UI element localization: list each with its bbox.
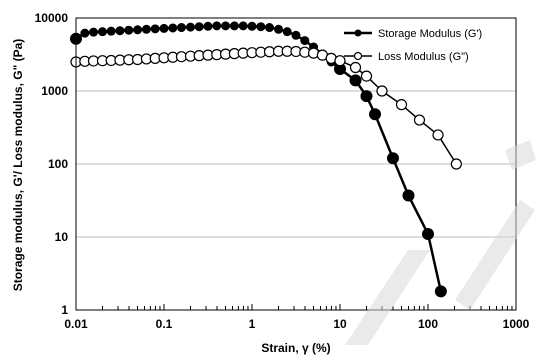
loss-modulus-point (450, 158, 462, 170)
storage-modulus-point (133, 25, 143, 35)
storage-modulus-point (88, 27, 98, 37)
storage-modulus-point (273, 24, 283, 34)
y-tick-label: 1000 (41, 84, 68, 98)
legend-label-loss: Loss Modulus (G") (378, 51, 469, 63)
x-tick-label: 0.01 (64, 317, 88, 331)
storage-modulus-point (176, 23, 186, 33)
watermark-stroke-2 (455, 200, 535, 310)
grid (76, 90, 516, 238)
loss-modulus-point (334, 55, 346, 67)
series-storage-modulus (70, 21, 447, 298)
storage-modulus-point (422, 227, 434, 240)
x-minor-ticks (75, 304, 513, 310)
storage-modulus-point (238, 21, 248, 31)
storage-modulus-point (360, 90, 373, 103)
storage-modulus-point (203, 21, 213, 31)
storage-modulus-point (386, 152, 399, 165)
x-tick-labels: 0.01 0.1 1 10 100 1000 (64, 317, 529, 331)
legend-marker-loss (353, 51, 363, 61)
loss-modulus-point (413, 114, 426, 126)
legend-marker-storage (354, 29, 362, 37)
storage-modulus-point (194, 22, 204, 32)
storage-modulus-point (124, 25, 134, 35)
storage-modulus-point (115, 26, 125, 36)
storage-modulus-point (349, 74, 362, 87)
storage-modulus-point (291, 30, 301, 40)
storage-modulus-point (402, 189, 415, 202)
storage-modulus-point (369, 108, 382, 121)
watermark-stroke-3 (505, 140, 536, 170)
storage-modulus-point (80, 28, 90, 38)
loss-modulus-point (349, 61, 362, 74)
x-tick-label: 1000 (503, 317, 530, 331)
series-loss-modulus (70, 45, 462, 170)
storage-modulus-point (300, 36, 310, 46)
watermark (345, 140, 536, 345)
loss-modulus-point (376, 85, 388, 97)
storage-modulus-point (141, 24, 151, 34)
storage-modulus-point (229, 21, 239, 31)
legend: Storage Modulus (G') Loss Modulus (G") (344, 28, 482, 63)
storage-modulus-point (434, 285, 447, 298)
x-axis-title: Strain, γ (%) (261, 341, 330, 355)
storage-modulus-point (97, 27, 107, 37)
x-tick-label: 0.1 (156, 317, 173, 331)
loss-modulus-point (395, 99, 408, 111)
series-layer (70, 21, 462, 298)
x-tick-label: 100 (418, 317, 438, 331)
storage-modulus-point (106, 26, 116, 36)
storage-modulus-point (185, 22, 195, 32)
storage-modulus-point (168, 23, 178, 33)
legend-label-storage: Storage Modulus (G') (378, 28, 482, 40)
x-tick-label: 1 (249, 317, 256, 331)
y-tick-label: 1 (61, 303, 68, 317)
storage-modulus-point (282, 27, 292, 37)
y-tick-labels: 1 10 100 1000 10000 (35, 11, 69, 317)
storage-modulus-point (264, 23, 274, 33)
loss-modulus-point (432, 129, 444, 141)
storage-modulus-point (221, 21, 231, 31)
loss-modulus-point (360, 70, 373, 82)
x-tick-label: 10 (333, 317, 347, 331)
storage-modulus-point (159, 23, 169, 33)
y-tick-label: 10000 (35, 11, 69, 25)
storage-modulus-line (75, 24, 443, 292)
watermark-stroke-1 (345, 250, 430, 345)
y-tick-label: 10 (55, 230, 69, 244)
storage-modulus-point (247, 21, 257, 31)
y-axis-title: Storage modulus, G'/ Loss modulus, G" (P… (11, 39, 25, 292)
storage-modulus-point (212, 21, 222, 31)
storage-modulus-point (150, 24, 160, 34)
y-tick-label: 100 (48, 157, 68, 171)
storage-modulus-point (256, 22, 266, 32)
